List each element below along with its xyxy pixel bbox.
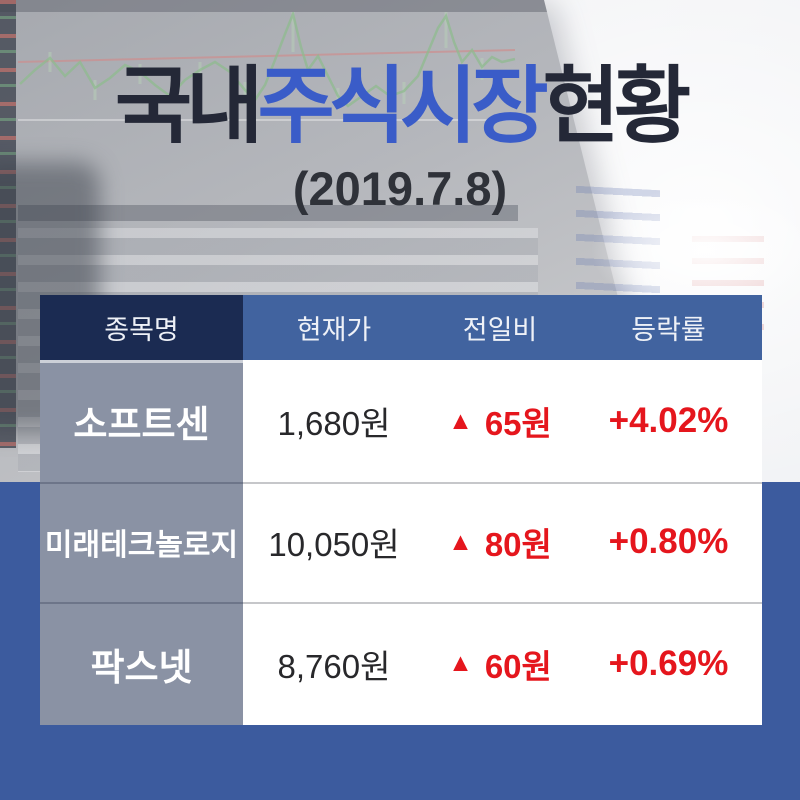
title-segment-stockmarket: 주식시장 (257, 59, 548, 153)
stock-price: 10,050원 (243, 482, 425, 602)
stock-name: 팍스넷 (40, 602, 243, 725)
stock-change: ▲ 65원 (425, 360, 575, 482)
report-date: (2019.7.8) (292, 162, 508, 216)
column-header-day-change: 전일비 (425, 295, 575, 360)
change-value: 80원 (484, 526, 552, 563)
header: 국내주식시장현황 (2019.7.8) (0, 59, 800, 216)
monitor-top-edge (0, 0, 576, 12)
column-header-change-rate: 등락률 (575, 295, 762, 360)
page-title: 국내주식시장현황 (0, 59, 800, 153)
up-triangle-icon: ▲ (448, 406, 473, 435)
column-header-stock-name: 종목명 (40, 295, 243, 360)
photo-table-header-band (18, 205, 518, 221)
candlestick-chart-icon (17, 12, 530, 121)
title-segment-status: 현황 (542, 59, 692, 153)
stock-rate: +4.02% (575, 360, 762, 482)
stock-rate: +0.69% (575, 602, 762, 725)
up-triangle-icon: ▲ (448, 527, 473, 556)
stock-name: 미래테크놀로지 (40, 482, 243, 602)
stock-price: 1,680원 (243, 360, 425, 482)
stock-table: 종목명 현재가 전일비 등락률 소프트센 1,680원 ▲ 65원 +4.02%… (40, 295, 762, 725)
desk-highlight (590, 185, 800, 315)
stock-name: 소프트센 (40, 360, 243, 482)
stock-rate: +0.80% (575, 482, 762, 602)
stock-change: ▲ 60원 (425, 602, 575, 725)
stock-price: 8,760원 (243, 602, 425, 725)
title-segment-domestic: 국내 (114, 59, 264, 153)
change-value: 60원 (484, 647, 552, 685)
change-value: 65원 (484, 405, 552, 442)
up-triangle-icon: ▲ (448, 649, 473, 677)
stock-change: ▲ 80원 (425, 482, 575, 602)
column-header-current-price: 현재가 (243, 295, 425, 360)
